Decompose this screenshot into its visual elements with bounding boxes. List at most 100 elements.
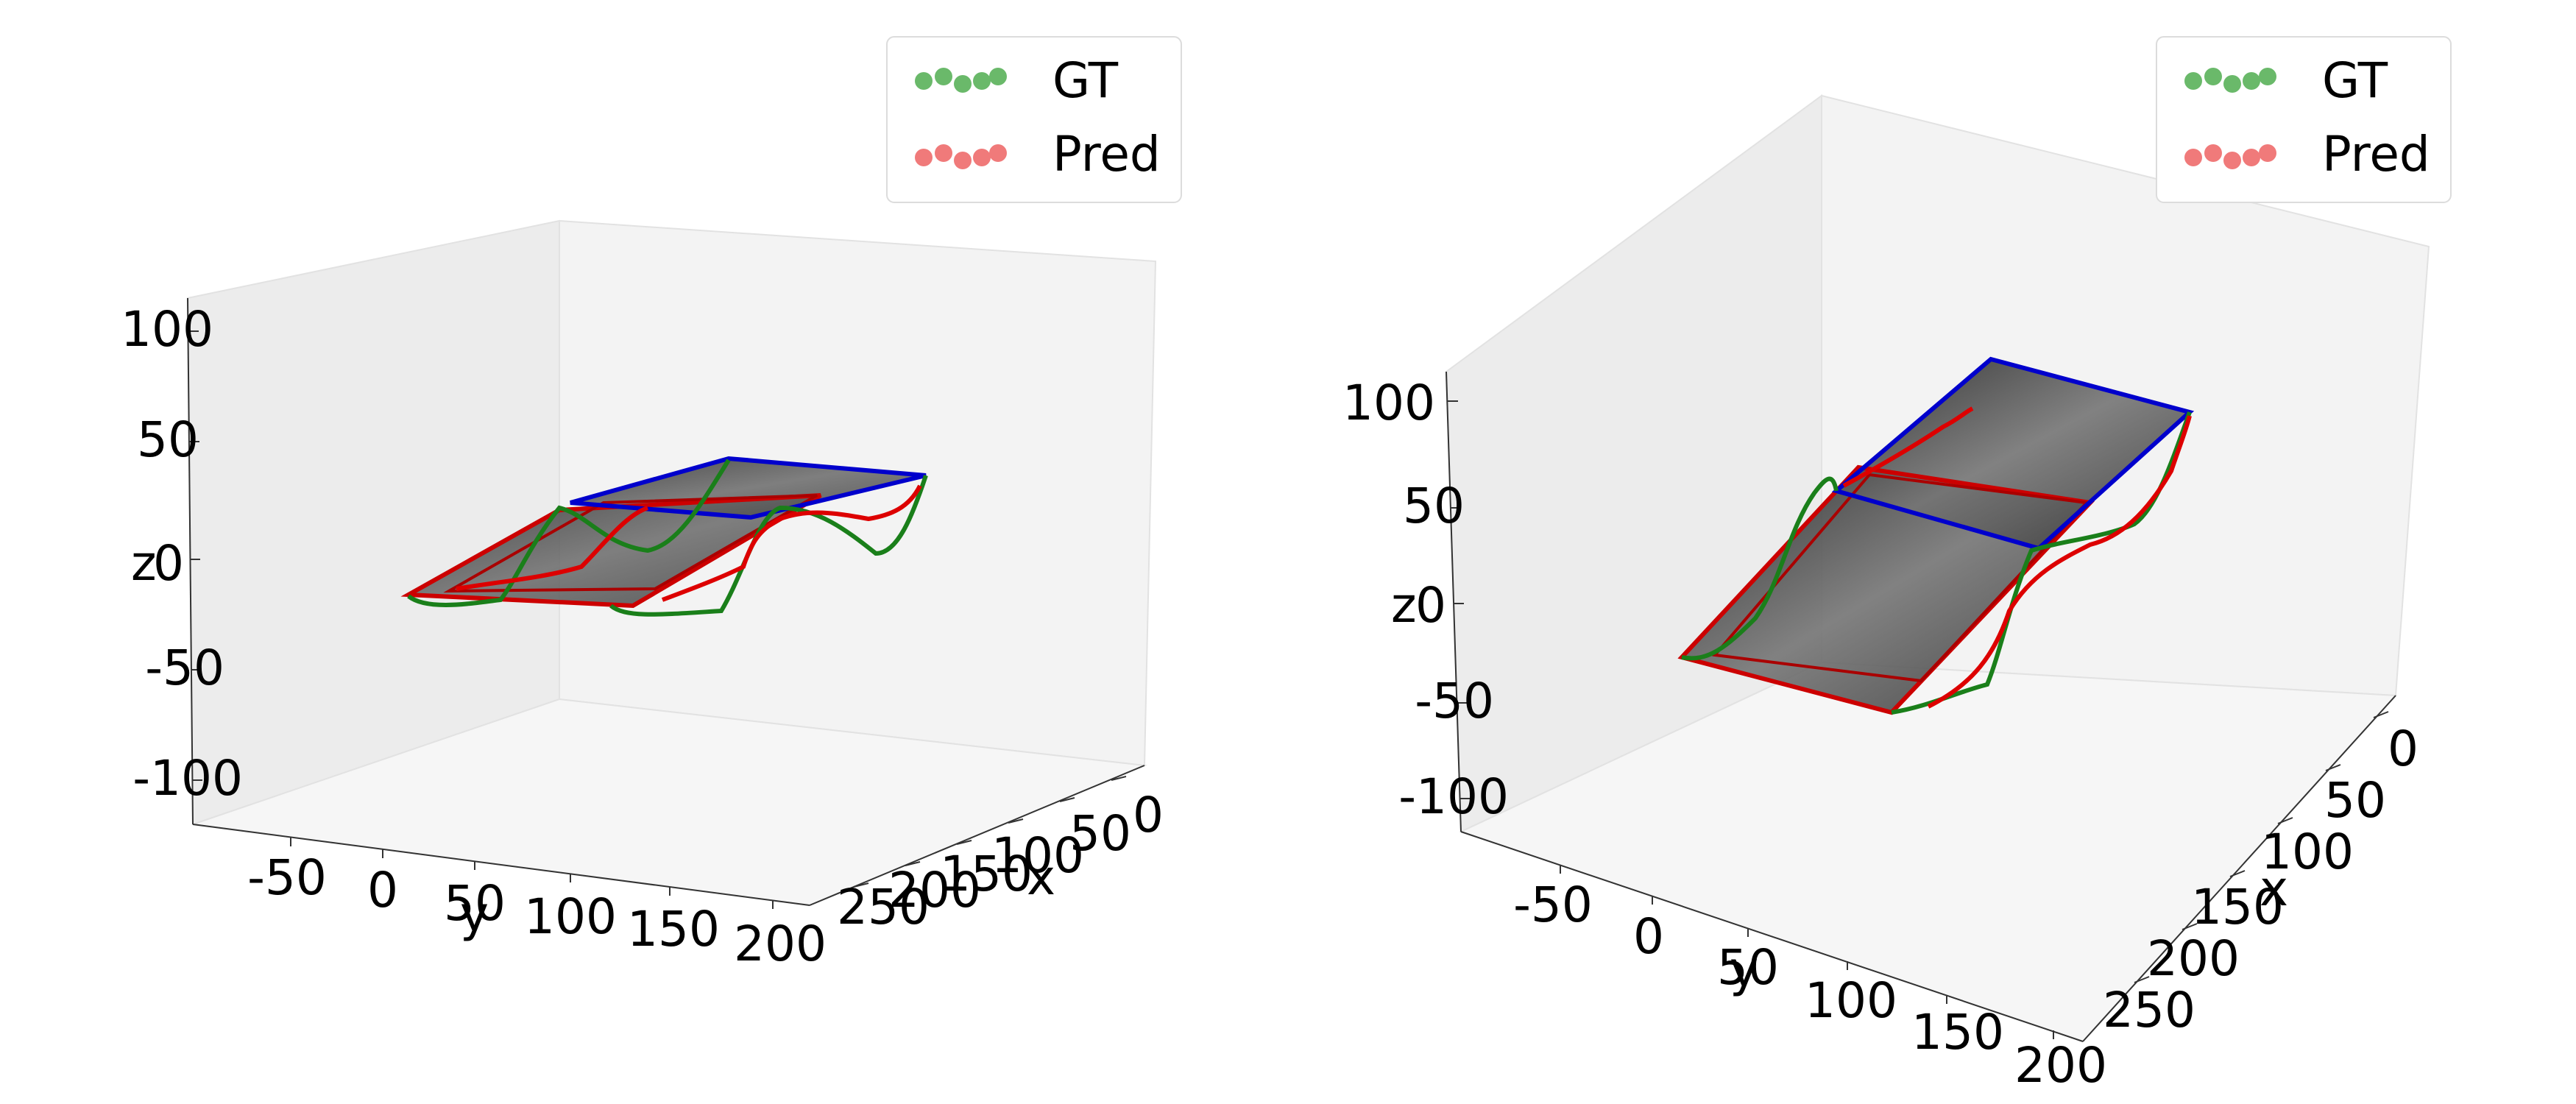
left-y-axis-line [192, 824, 810, 906]
x-tick-mark [1111, 776, 1127, 781]
z-axis-label: z [1391, 577, 1417, 634]
z-tick-label: 50 [1403, 478, 1465, 534]
right-z-ticks: 100 50 0 -50 -100 z [1342, 375, 1509, 825]
left-pred-trajectory [661, 484, 922, 602]
legend-dot [2223, 152, 2241, 169]
x-tick-mark [1008, 818, 1024, 824]
right-x-ticks: 0 50 100 150 200 250 x [2103, 711, 2418, 1038]
legend-dot [973, 72, 991, 90]
legend-label-pred: Pred [2322, 126, 2430, 183]
z-tick-label: 0 [1415, 577, 1446, 634]
x-tick-mark [2277, 817, 2293, 824]
right-gt-trajectory [1681, 476, 1839, 661]
left-gt-trajectory [407, 459, 731, 607]
legend-dot [2259, 144, 2276, 162]
y-tick-label: 100 [524, 888, 617, 945]
z-axis-label: z [131, 535, 157, 592]
left-pred-frame-border [400, 493, 822, 609]
y-tick-label: 0 [1633, 908, 1664, 965]
legend-dot [915, 72, 933, 90]
legend-dot [989, 68, 1007, 85]
x-tick-label: 150 [2191, 879, 2284, 935]
x-axis-label: x [2260, 860, 2288, 917]
legend-dot [2243, 149, 2260, 166]
x-tick-label: 0 [1133, 787, 1164, 843]
x-tick-label: 100 [991, 827, 1084, 884]
x-tick-mark [905, 861, 921, 866]
pred-legend-marker [915, 144, 1007, 169]
legend-dot [2184, 72, 2202, 90]
x-tick-label: 200 [888, 862, 981, 919]
left-z-axis-line [187, 297, 194, 825]
x-tick-mark [2325, 764, 2341, 771]
y-tick-label: -50 [1513, 877, 1593, 933]
left-y-ticks: -50 0 50 100 150 200 y [247, 838, 827, 972]
legend-dot [989, 144, 1007, 162]
right-pred-trajectory-2 [1842, 406, 1974, 488]
gt-legend-marker [915, 68, 1007, 93]
left-pred-trajectory-2 [456, 506, 649, 591]
legend-dot [935, 68, 952, 85]
z-tick-label: 100 [1342, 375, 1435, 431]
legend-dot [2243, 72, 2260, 90]
x-tick-label: 0 [2388, 721, 2418, 777]
right-z-axis-line [1446, 371, 1462, 832]
right-3d-plot: 100 50 0 -50 -100 z -50 0 50 100 150 200… [1342, 36, 2452, 1094]
z-tick-label: -50 [145, 640, 224, 696]
pred-legend-marker [2184, 144, 2276, 169]
legend-dot [2184, 149, 2202, 166]
right-y-ticks: -50 0 50 100 150 200 y [1513, 865, 2107, 1094]
z-tick-label: -50 [1415, 673, 1494, 729]
x-tick-label: 50 [2324, 772, 2386, 829]
x-tick-mark [2134, 976, 2150, 983]
left-x-ticks: 0 50 100 150 200 250 x [837, 776, 1164, 935]
x-tick-label: 250 [2103, 982, 2195, 1038]
legend-dot [2204, 144, 2222, 162]
x-tick-label: 150 [940, 846, 1033, 902]
z-tick-label: 50 [137, 411, 199, 468]
legend-label-pred: Pred [1052, 126, 1161, 183]
left-x-axis-line [809, 765, 1145, 906]
legend-dot [2204, 68, 2222, 85]
z-tick-label: -100 [132, 750, 243, 807]
right-y-axis-line [1460, 831, 2084, 1042]
y-tick-label: 150 [1911, 1004, 2004, 1061]
legend-label-gt: GT [2322, 52, 2388, 109]
left-gt-trajectory-2 [609, 475, 928, 617]
y-axis-label: y [1730, 941, 1758, 998]
right-legend: GT Pred [2156, 36, 2452, 203]
x-tick-label: 250 [837, 879, 930, 935]
y-tick-label: 0 [367, 862, 398, 919]
legend-dot [973, 149, 991, 166]
x-tick-label: 200 [2147, 930, 2240, 987]
right-pred-trajectory [1927, 415, 2192, 709]
legend-dot [2223, 75, 2241, 93]
x-tick-mark [1059, 797, 1075, 802]
x-tick-mark [2373, 711, 2389, 718]
x-tick-mark [956, 840, 972, 845]
legend-dot [935, 144, 952, 162]
right-gt-frame-image [1836, 359, 2190, 548]
legend-label-gt: GT [1052, 52, 1119, 109]
legend-dot [915, 149, 933, 166]
left-legend: GT Pred [886, 36, 1182, 203]
x-tick-mark [853, 882, 869, 888]
y-axis-label: y [460, 886, 489, 943]
legend-dot [954, 75, 972, 93]
left-z-ticks: 100 50 0 -50 -100 z [121, 301, 243, 807]
x-tick-label: 50 [1069, 805, 1131, 862]
z-tick-label: 100 [121, 301, 213, 358]
y-tick-label: -50 [247, 849, 327, 906]
left-pred-frame-border-inner [443, 494, 818, 593]
z-tick-label: -100 [1398, 768, 1509, 825]
x-tick-mark [2229, 870, 2246, 877]
right-x-axis-line [2082, 695, 2396, 1042]
y-tick-label: 50 [444, 875, 506, 932]
x-tick-label: 100 [2261, 824, 2354, 880]
y-tick-label: 100 [1805, 972, 1897, 1029]
y-tick-label: 200 [734, 916, 827, 972]
y-tick-label: 50 [1717, 939, 1779, 996]
x-axis-label: x [1027, 849, 1055, 906]
y-tick-label: 200 [2014, 1037, 2107, 1094]
